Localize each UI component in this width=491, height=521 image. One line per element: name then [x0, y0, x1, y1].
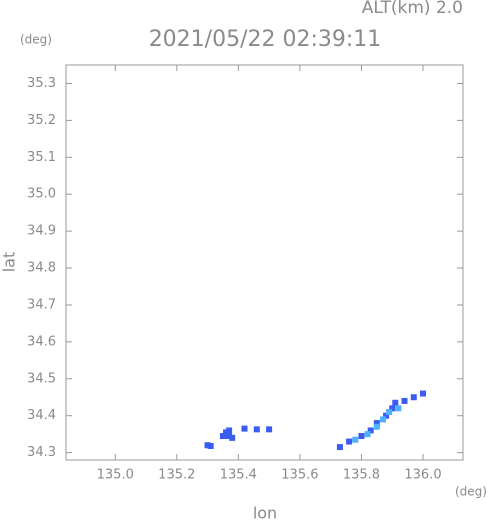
echo-point: [346, 438, 353, 445]
x-tick-label: 135.6: [281, 468, 318, 483]
x-unit: (deg): [455, 485, 487, 499]
y-tick-label: 34.8: [27, 261, 56, 276]
echo-point: [219, 433, 226, 440]
echo-point: [386, 409, 393, 416]
echo-point: [392, 399, 399, 406]
echo-point: [223, 433, 230, 440]
y-tick-label: 34.4: [27, 408, 56, 423]
echo-point: [204, 442, 211, 449]
y-tick-label: 35.3: [27, 76, 56, 91]
echo-point: [336, 444, 343, 451]
x-tick-label: 135.4: [220, 468, 257, 483]
y-tick-label: 35.0: [27, 187, 56, 202]
echo-point: [383, 412, 390, 419]
echo-point: [395, 405, 402, 412]
y-tick-label: 34.7: [27, 297, 56, 312]
x-axis-label: lon: [253, 504, 277, 521]
y-tick-label: 35.1: [27, 150, 56, 165]
y-unit: (deg): [20, 33, 52, 47]
altitude-label: ALT(km) 2.0: [362, 0, 463, 18]
echo-point: [419, 390, 426, 397]
x-tick-label: 135.0: [97, 468, 134, 483]
x-tick-label: 135.8: [343, 468, 380, 483]
y-tick-label: 34.9: [27, 224, 56, 239]
echo-point: [358, 433, 365, 440]
echo-point: [226, 433, 233, 440]
y-tick-label: 34.6: [27, 334, 56, 349]
echo-point: [223, 429, 230, 436]
echo-point: [373, 423, 380, 430]
echo-point: [253, 426, 260, 433]
echo-point: [229, 434, 236, 441]
echo-point: [379, 416, 386, 423]
echo-point: [410, 394, 417, 401]
y-tick-label: 35.2: [27, 113, 56, 128]
echo-point: [389, 405, 396, 412]
echo-point: [266, 426, 273, 433]
echo-point: [364, 431, 371, 438]
echo-point: [207, 442, 214, 449]
plot-frame: [65, 64, 464, 461]
echo-point: [367, 427, 374, 434]
echo-point: [241, 425, 248, 432]
echo-point: [352, 436, 359, 443]
echo-point: [373, 420, 380, 427]
y-tick-label: 34.5: [27, 371, 56, 386]
chart-title: 2021/05/22 02:39:11: [149, 27, 382, 52]
x-tick-label: 136.0: [404, 468, 441, 483]
echo-point: [401, 397, 408, 404]
echo-point: [226, 427, 233, 434]
y-axis-label: lat: [0, 252, 19, 273]
y-tick-label: 34.3: [27, 445, 56, 460]
x-tick-label: 135.2: [158, 468, 195, 483]
